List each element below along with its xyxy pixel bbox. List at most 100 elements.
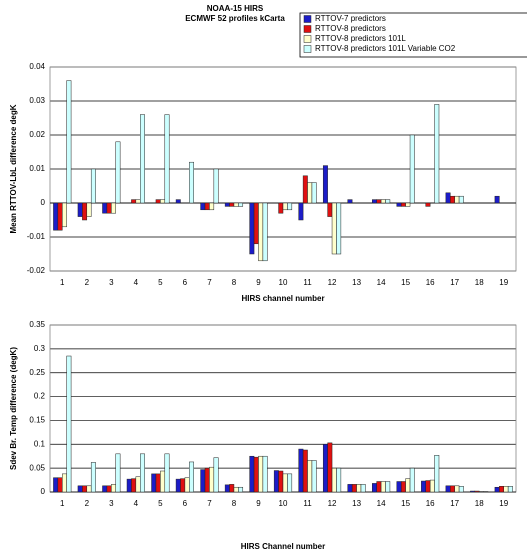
bar bbox=[111, 484, 116, 493]
legend-label: RTTOV-8 predictors 101L bbox=[315, 34, 406, 43]
x-axis-label: HIRS channel number bbox=[241, 294, 324, 303]
bar bbox=[311, 182, 317, 204]
bar bbox=[160, 199, 166, 204]
x-tick-label: 9 bbox=[256, 499, 261, 508]
bar bbox=[474, 490, 480, 493]
x-tick-label: 18 bbox=[475, 278, 484, 287]
bar bbox=[233, 202, 239, 207]
y-tick-label: 0.25 bbox=[29, 368, 45, 377]
bar bbox=[233, 486, 239, 493]
x-tick-label: 12 bbox=[328, 499, 337, 508]
y-tick-label: -0.02 bbox=[27, 266, 46, 275]
bar bbox=[347, 199, 353, 204]
x-tick-label: 3 bbox=[109, 278, 114, 287]
bar bbox=[102, 202, 108, 214]
bar bbox=[360, 484, 366, 493]
legend-swatch bbox=[303, 45, 312, 53]
x-tick-label: 8 bbox=[232, 278, 237, 287]
bar bbox=[380, 199, 386, 204]
bar bbox=[282, 473, 288, 493]
bar bbox=[175, 478, 181, 493]
bar bbox=[331, 467, 337, 493]
bar bbox=[282, 202, 288, 211]
x-tick-label: 3 bbox=[109, 499, 114, 508]
bar bbox=[126, 478, 132, 493]
bar bbox=[213, 168, 219, 204]
bar bbox=[102, 485, 108, 493]
bar bbox=[311, 460, 317, 493]
x-tick-label: 19 bbox=[499, 278, 508, 287]
bar bbox=[450, 485, 455, 493]
bar bbox=[77, 485, 83, 493]
bar bbox=[450, 195, 455, 204]
bar bbox=[82, 202, 88, 221]
bar bbox=[434, 104, 440, 204]
bar bbox=[111, 202, 116, 214]
chart-title: NOAA-15 HIRS bbox=[207, 4, 264, 13]
y-tick-label: 0.05 bbox=[29, 463, 45, 472]
bar bbox=[307, 460, 313, 493]
bar bbox=[66, 80, 72, 204]
bar bbox=[200, 469, 206, 493]
x-tick-label: 17 bbox=[450, 499, 459, 508]
bar bbox=[376, 199, 382, 204]
bar bbox=[209, 466, 215, 493]
bar bbox=[298, 448, 304, 493]
bar bbox=[204, 202, 210, 211]
x-tick-label: 19 bbox=[499, 499, 508, 508]
y-tick-label: 0 bbox=[41, 487, 46, 496]
legend-swatch bbox=[303, 15, 312, 23]
bar bbox=[164, 114, 170, 204]
x-tick-label: 4 bbox=[134, 278, 139, 287]
bar bbox=[322, 165, 328, 204]
x-tick-label: 5 bbox=[158, 278, 163, 287]
bar bbox=[135, 476, 141, 493]
bar bbox=[184, 477, 190, 493]
bar bbox=[385, 481, 391, 493]
bar bbox=[62, 202, 67, 228]
x-tick-label: 2 bbox=[85, 499, 90, 508]
bar bbox=[151, 473, 157, 493]
bar bbox=[115, 453, 121, 493]
bar bbox=[507, 486, 513, 493]
x-tick-label: 10 bbox=[279, 278, 288, 287]
bar bbox=[189, 161, 194, 204]
bar bbox=[385, 199, 391, 204]
bar bbox=[135, 199, 141, 204]
bar bbox=[204, 467, 210, 493]
x-tick-label: 18 bbox=[475, 499, 484, 508]
bar bbox=[454, 195, 460, 204]
x-tick-label: 17 bbox=[450, 278, 459, 287]
bar bbox=[106, 202, 112, 214]
bar bbox=[302, 449, 308, 493]
y-tick-label: 0.02 bbox=[29, 130, 45, 139]
bar bbox=[131, 478, 137, 493]
x-tick-label: 4 bbox=[134, 499, 139, 508]
bar bbox=[376, 481, 382, 493]
bar bbox=[458, 486, 464, 493]
x-tick-label: 7 bbox=[207, 499, 212, 508]
y-tick-label: 0.03 bbox=[29, 96, 45, 105]
bar bbox=[409, 134, 415, 204]
x-tick-label: 10 bbox=[279, 499, 288, 508]
bar bbox=[249, 202, 255, 255]
x-tick-label: 15 bbox=[401, 278, 410, 287]
bar bbox=[331, 202, 337, 255]
bar bbox=[53, 202, 59, 231]
bar bbox=[307, 182, 313, 204]
chart-subtitle: ECMWF 52 profiles kCarta bbox=[185, 14, 285, 23]
bar bbox=[287, 473, 293, 493]
bar bbox=[90, 168, 96, 204]
bar bbox=[470, 490, 476, 493]
bar bbox=[62, 473, 67, 493]
bar bbox=[356, 484, 362, 493]
bar bbox=[421, 480, 426, 493]
bar bbox=[164, 453, 170, 493]
y-tick-label: 0 bbox=[41, 198, 46, 207]
bar bbox=[258, 202, 264, 262]
bar bbox=[434, 455, 440, 493]
bar bbox=[445, 192, 451, 204]
bar bbox=[229, 484, 235, 493]
plot-frame bbox=[49, 66, 517, 272]
bar bbox=[140, 114, 145, 204]
